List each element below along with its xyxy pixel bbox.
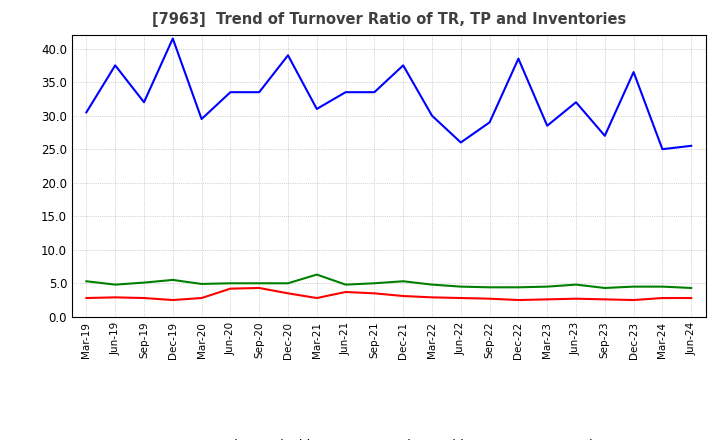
Inventories (111, 282, 120, 287)
Trade Payables (255, 90, 264, 95)
Inventories (140, 280, 148, 285)
Trade Payables (428, 113, 436, 118)
Trade Payables (370, 90, 379, 95)
Trade Receivables (543, 297, 552, 302)
Trade Receivables (226, 286, 235, 291)
Trade Payables (399, 63, 408, 68)
Inventories (572, 282, 580, 287)
Trade Receivables (312, 295, 321, 301)
Inventories (341, 282, 350, 287)
Inventories (226, 281, 235, 286)
Trade Receivables (111, 295, 120, 300)
Trade Payables (485, 120, 494, 125)
Inventories (600, 285, 609, 290)
Trade Receivables (284, 291, 292, 296)
Inventories (168, 277, 177, 282)
Trade Payables (572, 99, 580, 105)
Inventories (456, 284, 465, 289)
Trade Payables (82, 110, 91, 115)
Trade Receivables (82, 295, 91, 301)
Trade Receivables (456, 295, 465, 301)
Trade Payables (543, 123, 552, 128)
Inventories (284, 281, 292, 286)
Inventories (428, 282, 436, 287)
Line: Trade Receivables: Trade Receivables (86, 288, 691, 300)
Trade Receivables (428, 295, 436, 300)
Trade Receivables (370, 291, 379, 296)
Trade Receivables (399, 293, 408, 299)
Trade Receivables (140, 295, 148, 301)
Trade Payables (658, 147, 667, 152)
Line: Inventories: Inventories (86, 275, 691, 288)
Trade Payables (600, 133, 609, 139)
Trade Payables (284, 53, 292, 58)
Trade Receivables (341, 290, 350, 295)
Inventories (687, 285, 696, 290)
Trade Receivables (600, 297, 609, 302)
Trade Payables (341, 90, 350, 95)
Trade Payables (312, 106, 321, 112)
Trade Payables (140, 99, 148, 105)
Trade Payables (197, 116, 206, 121)
Inventories (629, 284, 638, 289)
Trade Payables (226, 90, 235, 95)
Trade Receivables (687, 295, 696, 301)
Trade Receivables (255, 285, 264, 290)
Trade Payables (687, 143, 696, 148)
Trade Payables (629, 70, 638, 75)
Trade Payables (456, 140, 465, 145)
Inventories (514, 285, 523, 290)
Inventories (658, 284, 667, 289)
Inventories (399, 279, 408, 284)
Inventories (82, 279, 91, 284)
Trade Receivables (197, 295, 206, 301)
Title: [7963]  Trend of Turnover Ratio of TR, TP and Inventories: [7963] Trend of Turnover Ratio of TR, TP… (152, 12, 626, 27)
Trade Receivables (572, 296, 580, 301)
Trade Payables (111, 63, 120, 68)
Line: Trade Payables: Trade Payables (86, 39, 691, 149)
Inventories (370, 281, 379, 286)
Trade Receivables (514, 297, 523, 303)
Trade Receivables (485, 296, 494, 301)
Trade Payables (168, 36, 177, 41)
Inventories (543, 284, 552, 289)
Inventories (485, 285, 494, 290)
Legend: Trade Receivables, Trade Payables, Inventories: Trade Receivables, Trade Payables, Inven… (164, 434, 613, 440)
Inventories (255, 281, 264, 286)
Inventories (197, 281, 206, 286)
Trade Receivables (168, 297, 177, 303)
Trade Receivables (658, 295, 667, 301)
Trade Payables (514, 56, 523, 61)
Trade Receivables (629, 297, 638, 303)
Inventories (312, 272, 321, 277)
